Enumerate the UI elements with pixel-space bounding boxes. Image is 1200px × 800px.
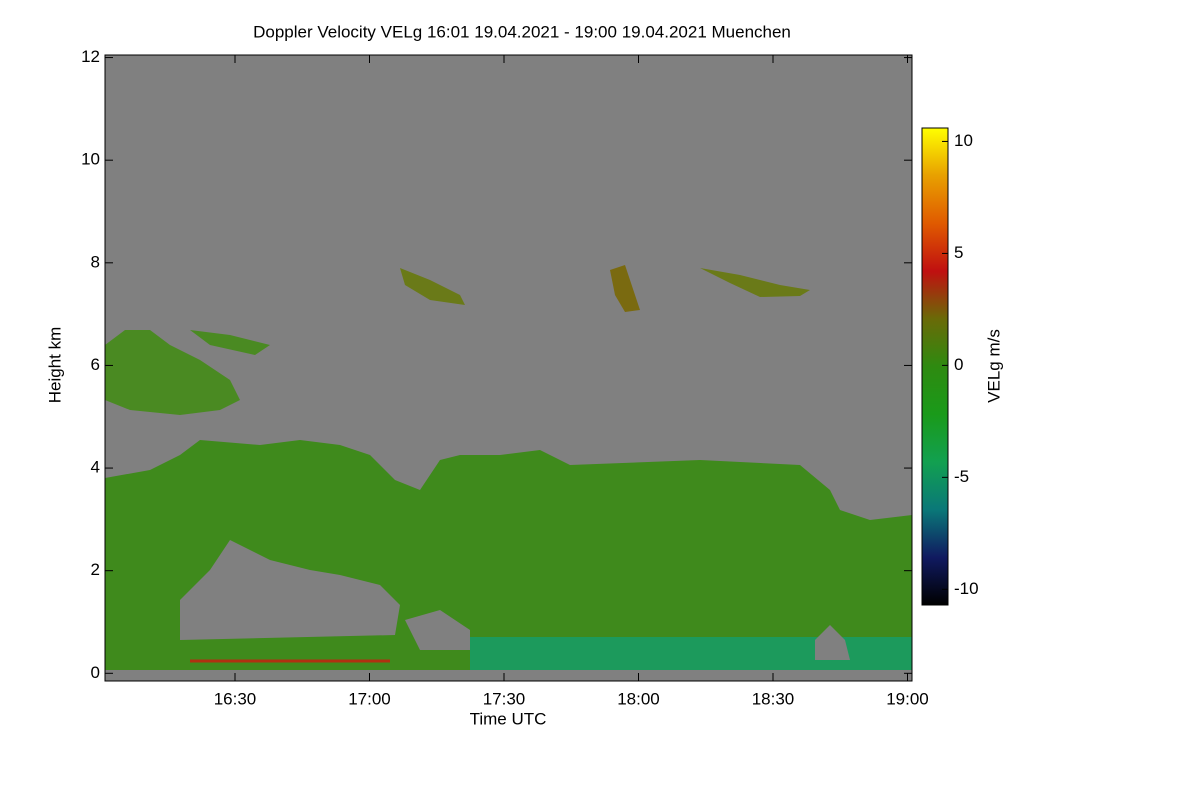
colorbar-tick-label: -5 — [954, 467, 969, 486]
colorbar-tick-label: 0 — [954, 355, 963, 374]
x-axis-label: Time UTC — [470, 709, 547, 728]
colorbar-tick-label: 10 — [954, 131, 973, 150]
colorbar-tick-label: -10 — [954, 579, 979, 598]
plot-frame — [104, 54, 913, 682]
y-axis-label: Height km — [45, 327, 64, 404]
x-tick-label: 18:00 — [617, 689, 660, 708]
colorbar — [921, 127, 949, 606]
cloud — [190, 330, 270, 355]
cloud-low — [470, 637, 912, 670]
colorbar-label: VELg m/s — [984, 329, 1003, 403]
x-tick-label: 17:00 — [348, 689, 391, 708]
gap — [180, 540, 400, 640]
cloud — [610, 265, 640, 312]
cloud — [700, 268, 810, 297]
y-tick-label: 8 — [91, 252, 100, 271]
x-tick-label: 18:30 — [752, 689, 795, 708]
y-tick-label: 2 — [91, 560, 100, 579]
y-tick-label: 0 — [91, 663, 100, 682]
x-tick-label: 19:00 — [886, 689, 929, 708]
gap — [405, 610, 470, 650]
x-tick-label: 17:30 — [483, 689, 526, 708]
x-tick-label: 16:30 — [214, 689, 257, 708]
y-tick-label: 4 — [91, 458, 100, 477]
y-tick-label: 6 — [91, 355, 100, 374]
y-tick-label: 12 — [81, 47, 100, 66]
echo-field — [105, 265, 912, 670]
y-tick-label: 10 — [81, 150, 100, 169]
colorbar-tick-label: 5 — [954, 243, 963, 262]
cloud — [400, 268, 465, 305]
cloud — [105, 330, 240, 415]
chart-title: Doppler Velocity VELg 16:01 19.04.2021 -… — [253, 22, 791, 41]
gap — [815, 625, 850, 660]
